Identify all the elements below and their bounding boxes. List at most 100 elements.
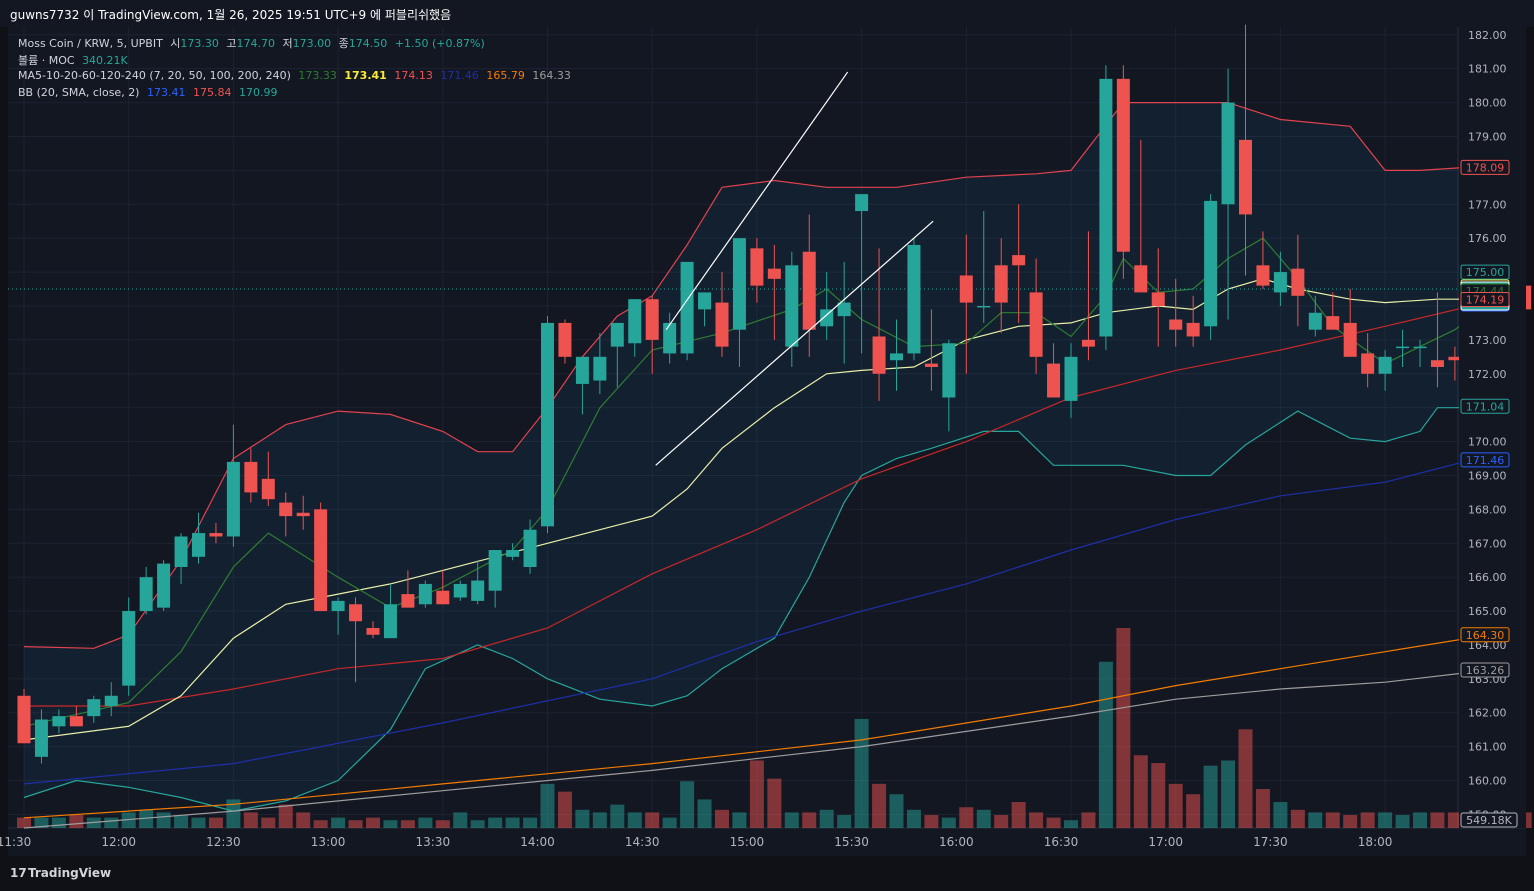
volume-bar [1029, 812, 1044, 828]
candle-body [523, 529, 537, 567]
candle-body [1012, 255, 1026, 266]
volume-bar [453, 812, 468, 828]
candle-body [1239, 139, 1252, 215]
price-badge-text: 163.26 [1466, 664, 1505, 677]
legend-change: +1.50 (+0.87%) [394, 37, 485, 50]
volume-bar [610, 804, 625, 828]
ma100-line [23, 454, 1490, 785]
candle-body [1064, 356, 1078, 401]
time-tick-label: 17:30 [1253, 835, 1288, 849]
volume-bar [627, 812, 642, 828]
candle [1430, 292, 1444, 388]
candle [436, 570, 450, 605]
candle-body [349, 604, 363, 622]
candle [1169, 278, 1183, 347]
price-badge-box [1460, 452, 1510, 468]
volume-bar [1308, 812, 1323, 828]
candle [820, 272, 834, 340]
candle [802, 214, 816, 357]
candle [1186, 295, 1200, 347]
volume-bar [51, 817, 66, 828]
volume-bar [1064, 820, 1078, 828]
candle-body [593, 356, 607, 381]
candle [366, 621, 380, 639]
volume-bar [104, 817, 119, 828]
candle-body [575, 356, 589, 384]
trend-line [665, 71, 849, 331]
volume-bar [208, 817, 223, 828]
time-tick-label: 12:30 [206, 835, 241, 849]
price-badge: 171.04 [1460, 398, 1510, 414]
volume-bar [1046, 817, 1061, 828]
candle [541, 316, 554, 534]
candle-body [820, 309, 834, 327]
price-badge-box [1460, 398, 1510, 414]
volume-bar [802, 812, 817, 828]
volume-bar [1203, 765, 1218, 828]
legend-ohlc: Moss Coin / KRW, 5, UPBIT 시173.30 고174.7… [18, 35, 489, 51]
volume-bar [1413, 812, 1427, 828]
candle-body [610, 322, 624, 347]
volume-axis-badge: 549.18K [1460, 812, 1518, 828]
price-badge-box [1460, 159, 1510, 175]
candle [244, 448, 258, 503]
price-tick-label: 182.00 [1468, 29, 1507, 42]
volume-bar [906, 809, 921, 828]
volume-bar [941, 817, 956, 828]
candle [1116, 65, 1130, 279]
volume-bar [889, 794, 904, 828]
candle-body [541, 322, 554, 527]
time-tick-label: 14:30 [625, 835, 660, 849]
candle [453, 580, 467, 601]
time-tick-label: 11:30 [0, 835, 31, 849]
candle-body [645, 299, 659, 340]
candle-body [1134, 265, 1148, 293]
legend-open-label: 시 [170, 37, 181, 50]
price-badge-box [1460, 264, 1510, 280]
candle-body [1308, 312, 1322, 330]
candle-body [1186, 322, 1200, 337]
legend-bb-basis: 173.41 [146, 86, 186, 99]
candle [418, 580, 432, 608]
price-tick-label: 166.00 [1468, 571, 1507, 584]
candle-body [296, 512, 310, 517]
candle [349, 597, 363, 683]
candle-body [87, 699, 101, 717]
volume-bar [1378, 812, 1393, 828]
price-badge-box [1460, 292, 1510, 308]
candle [575, 356, 589, 415]
candle-body [34, 719, 48, 757]
candle [890, 319, 903, 391]
tradingview-logo[interactable]: 17TradingView [10, 866, 111, 880]
candle-body [924, 363, 938, 367]
price-badge: 171.46 [1460, 452, 1510, 468]
volume-bar [470, 820, 485, 828]
candle [331, 597, 345, 635]
time-tick-label: 12:00 [101, 835, 136, 849]
price-badge-text: 171.04 [1466, 400, 1505, 413]
candle [314, 502, 328, 612]
time-tick-label: 17:00 [1148, 835, 1183, 849]
price-tick-label: 177.00 [1468, 198, 1507, 211]
candle [157, 560, 171, 612]
volume-bar [697, 799, 712, 828]
volume-bar [575, 809, 590, 828]
candle [122, 597, 136, 696]
ma50-line [24, 301, 1490, 707]
candle-body [383, 604, 397, 639]
candle-body [942, 343, 956, 398]
candle-body [977, 305, 991, 308]
volume-bar [243, 812, 258, 828]
candle-body [1256, 265, 1270, 286]
candle-body [994, 265, 1008, 303]
price-axis: 159.00160.00161.00162.00163.00164.00165.… [1459, 27, 1526, 828]
candle [1047, 343, 1061, 398]
candle-body [226, 461, 240, 537]
candle-body [1430, 360, 1444, 367]
candle-body [680, 261, 694, 354]
time-tick-label: 13:00 [311, 835, 346, 849]
candle [994, 238, 1008, 334]
volume-bar [331, 817, 346, 828]
volume-bar [174, 815, 189, 828]
